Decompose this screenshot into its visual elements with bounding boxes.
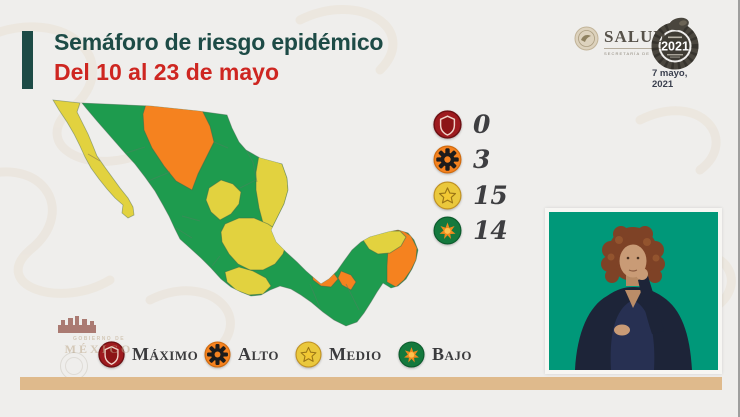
map-region-yellow-baja bbox=[52, 99, 135, 219]
badge-2021: 2021 bbox=[648, 15, 702, 71]
legend-label-bajo: Bajo bbox=[432, 344, 473, 364]
legend-item-medio: Medio bbox=[295, 341, 382, 368]
gobierno-watermark: GOBIERNO DE MÉXICO bbox=[44, 336, 154, 357]
badge-year-text: 2021 bbox=[661, 40, 689, 54]
gear-icon bbox=[204, 341, 231, 368]
palace-emblem-watermark bbox=[58, 316, 96, 333]
sun-icon bbox=[433, 216, 462, 245]
count-row-bajo: 14 bbox=[433, 216, 508, 245]
interpreter-arm bbox=[638, 276, 664, 334]
gobierno-watermark-line2: MÉXICO bbox=[64, 342, 134, 356]
seal-watermark-icon bbox=[60, 352, 88, 380]
count-row-maximo: 0 bbox=[433, 110, 490, 139]
star-icon bbox=[433, 181, 462, 210]
legend-label-maximo: Máximo bbox=[132, 344, 199, 364]
count-row-medio: 15 bbox=[433, 181, 508, 210]
count-medio: 15 bbox=[473, 181, 508, 210]
right-edge-line bbox=[738, 0, 740, 417]
title-accent-bar bbox=[22, 31, 33, 89]
mexico-map bbox=[30, 98, 430, 338]
page-subtitle: Del 10 al 23 de mayo bbox=[54, 59, 280, 85]
interpreter-neck bbox=[626, 274, 640, 286]
map-baja-divider bbox=[87, 153, 101, 162]
count-maximo: 0 bbox=[473, 110, 491, 139]
map-region-yellow-northeast bbox=[255, 154, 289, 231]
date-line2: 2021 bbox=[652, 78, 674, 90]
count-row-alto: 3 bbox=[433, 145, 490, 174]
legend-item-maximo: Máximo bbox=[98, 341, 198, 368]
interpreter-figure bbox=[549, 212, 718, 370]
page-title: Semáforo de riesgo epidémico bbox=[54, 29, 384, 55]
map-region-yellow-south-coast bbox=[224, 266, 272, 296]
sun-icon bbox=[398, 341, 425, 368]
salud-seal-icon bbox=[574, 26, 599, 51]
map-region-yellow-central-north bbox=[205, 179, 242, 221]
salud-logo: SALUD SECRETARÍA DE SALUD bbox=[574, 26, 672, 56]
map-state-orange-north bbox=[142, 103, 215, 191]
shield-icon bbox=[433, 110, 462, 139]
salud-subtext: SECRETARÍA DE SALUD bbox=[604, 48, 672, 56]
star-icon bbox=[295, 341, 322, 368]
legend-item-alto: Alto bbox=[204, 341, 279, 368]
date-block: 7 mayo, 2021 bbox=[652, 68, 688, 91]
interpreter-video-box bbox=[545, 208, 722, 374]
gear-icon bbox=[433, 145, 462, 174]
legend-label-medio: Medio bbox=[329, 344, 382, 364]
map-state-orange-gulf2 bbox=[337, 270, 357, 291]
map-region-yellow-central bbox=[220, 217, 288, 271]
count-bajo: 14 bbox=[473, 216, 508, 245]
date-line1: 7 mayo, bbox=[652, 68, 688, 79]
count-alto: 3 bbox=[473, 145, 491, 174]
gobierno-watermark-line1: GOBIERNO DE bbox=[72, 336, 126, 342]
footer-tan-bar bbox=[20, 377, 722, 390]
legend-label-alto: Alto bbox=[238, 344, 280, 364]
salud-wordmark: SALUD bbox=[604, 27, 667, 46]
legend-item-bajo: Bajo bbox=[398, 341, 472, 368]
ouroboros-2021-icon: 2021 bbox=[651, 17, 699, 70]
